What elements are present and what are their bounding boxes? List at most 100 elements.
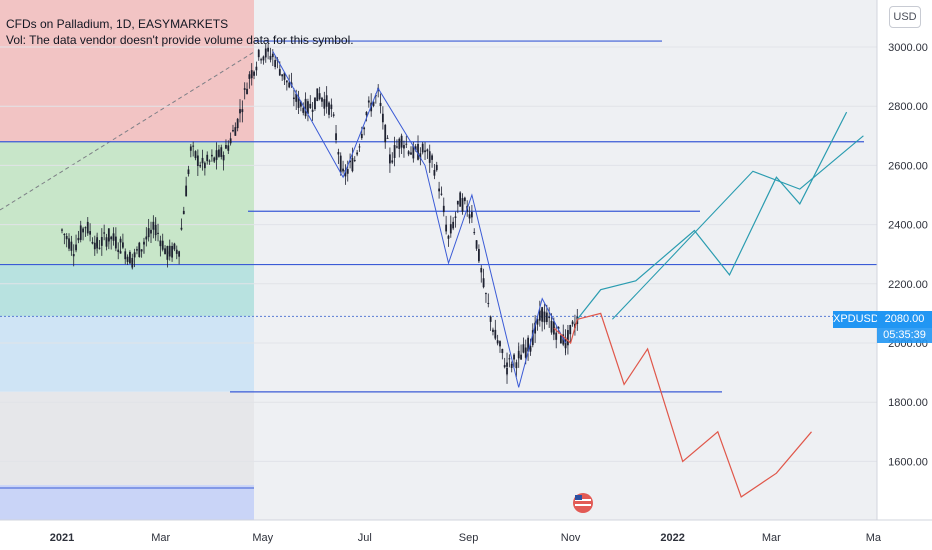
price-tick-label: 1600.00 <box>888 456 928 468</box>
time-axis-bg <box>0 520 932 550</box>
candle-body <box>267 47 270 52</box>
candle-body <box>227 145 230 151</box>
candle-body <box>136 249 138 251</box>
candle-body <box>248 74 251 79</box>
candle-body <box>328 102 330 115</box>
time-axis[interactable]: 2021 Mar May Jul Sep Nov 2022 Mar Ma <box>0 519 932 550</box>
candle-body <box>456 200 459 205</box>
drawing-layer <box>272 51 864 498</box>
candle-body <box>557 326 560 329</box>
bullish-forecast-line-2 <box>612 135 864 320</box>
candle-body <box>173 243 176 250</box>
candle-body <box>243 88 246 90</box>
candle-body <box>119 238 122 243</box>
candle-body <box>309 103 312 109</box>
candle-body <box>196 155 199 166</box>
time-tick-label: Ma <box>866 532 882 544</box>
price-tick-label: 2400.00 <box>888 220 928 232</box>
candle-body <box>508 358 511 360</box>
candle-body <box>559 335 562 344</box>
currency-button[interactable]: USD <box>889 6 921 28</box>
candle-body <box>522 344 525 353</box>
bottom-blue-zone <box>0 485 254 520</box>
candle-body <box>295 93 298 102</box>
candle-body <box>510 363 513 368</box>
candle-body <box>70 241 73 251</box>
candle-body <box>318 93 321 100</box>
candle-body <box>250 70 253 79</box>
candle-body <box>68 238 70 249</box>
time-tick-label: 2021 <box>50 532 74 544</box>
candle-body <box>126 256 129 262</box>
last-price-label: 2080.00 <box>877 311 932 328</box>
price-tick-label: 2800.00 <box>888 101 928 113</box>
candle-body <box>567 330 569 346</box>
candle-body <box>391 160 394 163</box>
zone-layer <box>0 0 877 520</box>
candle-body <box>367 100 370 103</box>
candle-body <box>449 224 452 234</box>
candle-body <box>72 254 75 257</box>
candle-body <box>358 146 361 148</box>
candle-body <box>86 221 89 234</box>
candle-body <box>152 221 155 230</box>
candle-body <box>527 337 529 352</box>
candle-body <box>494 336 497 339</box>
candle-body <box>98 247 101 249</box>
level-lines <box>0 40 877 489</box>
candle-body <box>428 151 431 163</box>
candle-body <box>222 155 225 161</box>
candle-body <box>520 354 522 360</box>
candle-body <box>482 278 485 288</box>
candle-body <box>438 188 440 192</box>
candle-body <box>459 192 462 207</box>
candle-body <box>381 113 384 123</box>
candle-body <box>114 236 117 249</box>
flag-stripe <box>575 499 591 501</box>
candle-body <box>424 150 426 153</box>
candle-body <box>393 145 396 158</box>
candle-body <box>79 225 82 240</box>
candle-body <box>440 193 443 195</box>
candle-body <box>384 124 387 143</box>
candle-body <box>300 101 302 107</box>
symbol-title[interactable]: CFDs on Palladium, 1D, EASYMARKETS <box>6 17 229 31</box>
candle-body <box>129 251 131 264</box>
time-tick-label: May <box>252 532 273 544</box>
candle-body <box>133 252 136 258</box>
candle-body <box>552 326 555 335</box>
candle-body <box>264 48 267 58</box>
candle-body <box>335 133 337 141</box>
candle-body <box>269 55 272 60</box>
candle-body <box>541 308 544 318</box>
candle-body <box>431 155 433 160</box>
candle-body <box>65 236 68 240</box>
flag-icon[interactable] <box>573 493 593 513</box>
price-axis[interactable]: 3000.002800.002600.002400.002200.002000.… <box>876 0 932 550</box>
candle-body <box>403 145 405 149</box>
candle-body <box>192 145 195 147</box>
candle-body <box>253 71 255 76</box>
candle-body <box>442 205 445 213</box>
flag-stripe <box>575 504 591 506</box>
time-tick-label: Mar <box>151 532 170 544</box>
candle-body <box>239 109 241 114</box>
future-shade-zone <box>254 0 877 520</box>
candle-body <box>534 322 537 334</box>
candle-body <box>112 233 115 241</box>
candle-body <box>203 162 206 169</box>
candle-body <box>569 324 572 335</box>
candle-body <box>63 233 66 236</box>
candle-body <box>342 168 344 172</box>
candle-body <box>215 150 218 160</box>
fib-diagonal <box>0 51 255 211</box>
candle-body <box>107 228 110 241</box>
candle-body <box>501 348 504 354</box>
price-tick-label: 2200.00 <box>888 279 928 291</box>
candle-body <box>478 248 480 262</box>
candle-body <box>100 237 103 246</box>
candle-body <box>548 316 551 319</box>
candle-body <box>417 143 419 160</box>
candle-body <box>517 350 520 352</box>
